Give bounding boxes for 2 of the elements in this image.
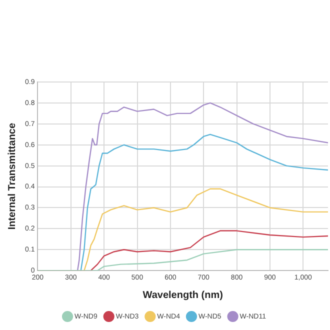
y-axis-title: Internal Transmittance — [6, 122, 18, 230]
x-axis-title: Wavelength (nm) — [142, 290, 223, 301]
